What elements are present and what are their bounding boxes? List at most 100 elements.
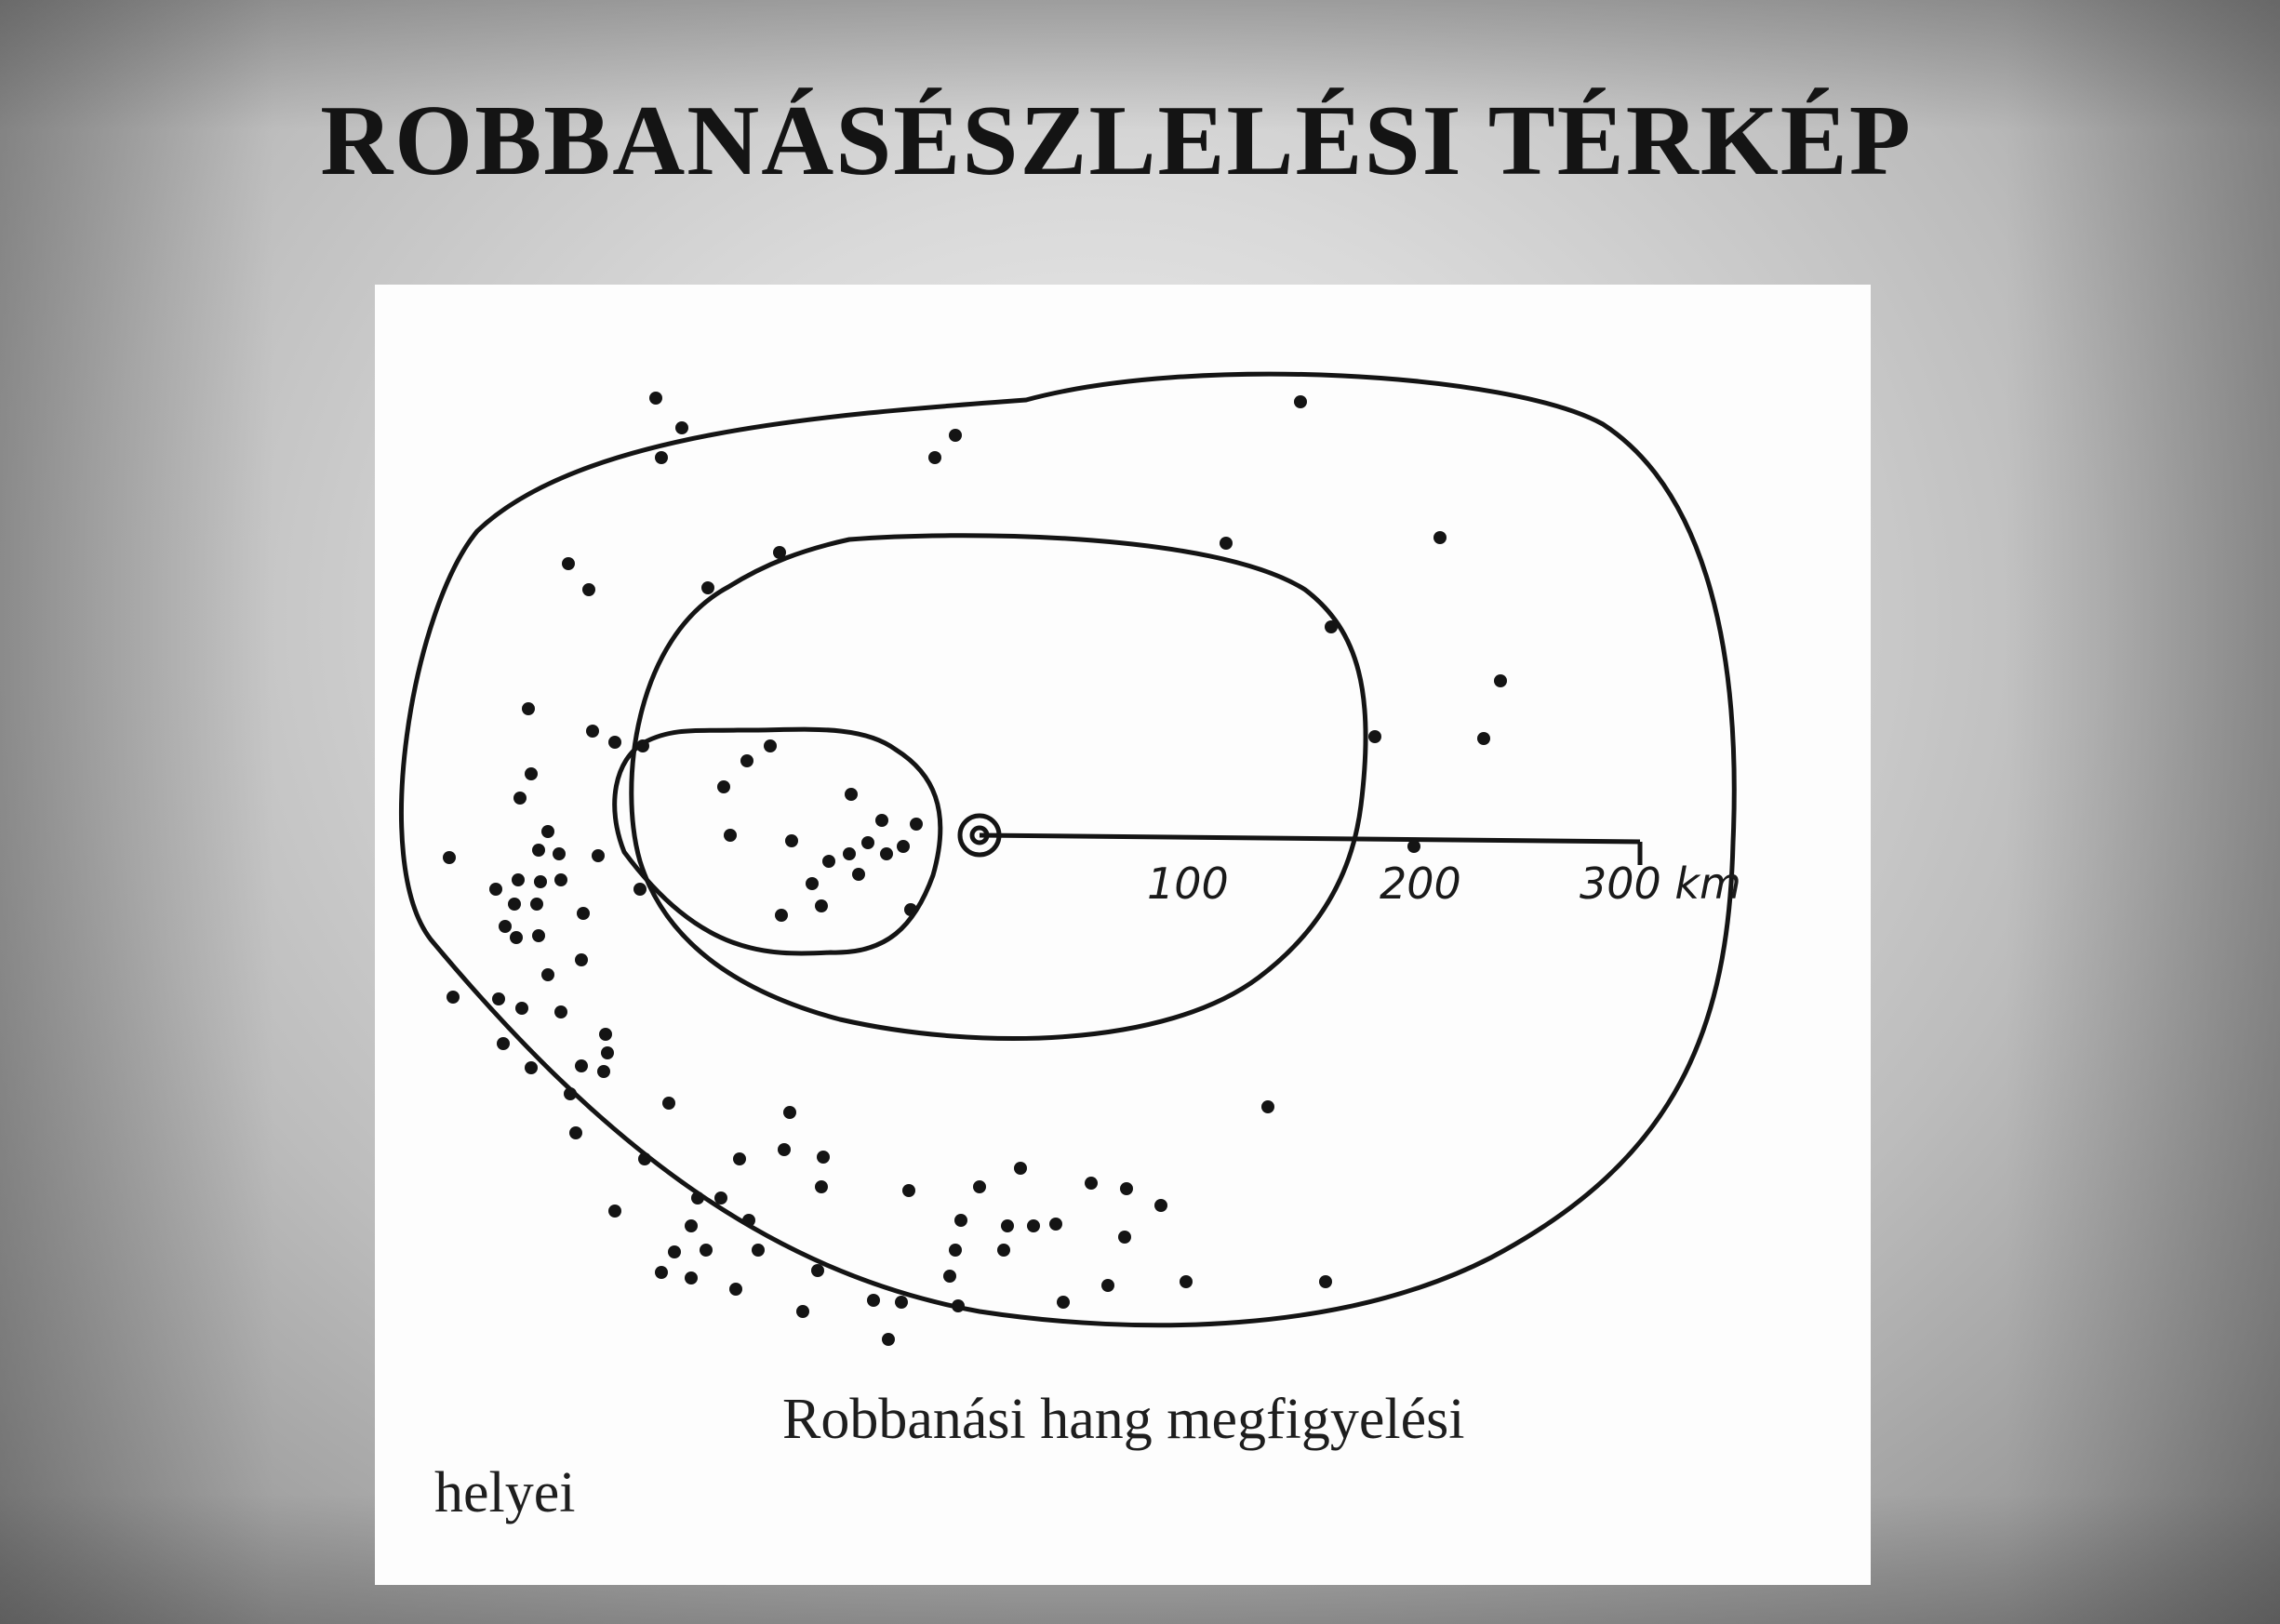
observation-point <box>1477 732 1490 745</box>
observation-point <box>1261 1100 1274 1113</box>
observation-point <box>943 1270 956 1283</box>
observation-point <box>1494 674 1507 687</box>
observation-point <box>1120 1182 1133 1195</box>
observation-point <box>599 1028 612 1041</box>
observation-point <box>662 1097 675 1110</box>
observation-point <box>541 825 554 838</box>
observation-point <box>1220 537 1233 550</box>
observation-point <box>508 898 521 911</box>
observation-point <box>608 1205 621 1218</box>
observation-point <box>910 818 923 831</box>
observation-point <box>675 421 688 434</box>
observation-point <box>733 1152 746 1165</box>
observation-point <box>1407 840 1420 853</box>
observation-point <box>522 702 535 715</box>
observation-point <box>895 1296 908 1309</box>
observation-point <box>742 1214 755 1227</box>
observation-point <box>845 788 858 801</box>
observation-point <box>949 429 962 442</box>
observation-point <box>575 1059 588 1072</box>
observation-point <box>811 1264 824 1277</box>
observation-point <box>1325 620 1338 633</box>
observation-point <box>724 829 737 842</box>
scale-bar <box>979 832 1641 845</box>
observation-point <box>764 739 777 752</box>
middle-zone-boundary <box>629 533 1368 1041</box>
observation-point <box>785 834 798 847</box>
observation-point <box>997 1244 1010 1257</box>
observation-point <box>541 968 554 981</box>
observation-point <box>714 1191 727 1205</box>
observation-point <box>685 1219 698 1232</box>
observation-point <box>949 1244 962 1257</box>
observation-point <box>532 929 545 942</box>
observation-point <box>1101 1279 1114 1292</box>
observation-point <box>489 883 502 896</box>
observation-point <box>1154 1199 1167 1212</box>
observation-point <box>1118 1231 1131 1244</box>
observation-point <box>954 1214 967 1227</box>
observation-point <box>701 581 714 594</box>
observation-point <box>512 873 525 886</box>
observation-point <box>740 754 753 767</box>
observation-point <box>636 739 649 752</box>
observation-point <box>525 767 538 780</box>
observation-point <box>852 868 865 881</box>
observation-point <box>897 840 910 853</box>
observation-points-outer <box>443 392 1507 1346</box>
observation-point <box>861 836 874 849</box>
observation-point <box>582 583 595 596</box>
observation-point <box>806 877 819 890</box>
observation-point <box>1368 730 1381 743</box>
observation-point <box>597 1065 610 1078</box>
observation-point <box>1049 1218 1062 1231</box>
observation-point <box>553 847 566 860</box>
observation-point <box>497 1037 510 1050</box>
explosion-site-marker-outer <box>957 813 1002 858</box>
observation-point <box>902 1184 915 1197</box>
observation-point <box>554 1005 567 1018</box>
observation-map: 100 200 300 km <box>399 371 1741 1346</box>
observation-point <box>534 875 547 888</box>
scale-label-200: 200 <box>1380 859 1461 909</box>
observation-point <box>447 991 460 1004</box>
observation-point <box>601 1046 614 1059</box>
observation-point <box>638 1152 651 1165</box>
observation-point <box>775 909 788 922</box>
observation-point <box>700 1244 713 1257</box>
observation-point <box>655 1266 668 1279</box>
outer-zone-boundary <box>399 371 1737 1328</box>
observation-point <box>592 849 605 862</box>
observation-point <box>1180 1275 1193 1288</box>
observation-point <box>822 855 835 868</box>
observation-point <box>564 1087 577 1100</box>
observation-point <box>685 1271 698 1285</box>
observation-point <box>867 1294 880 1307</box>
observation-point <box>752 1244 765 1257</box>
observation-point <box>1014 1162 1027 1175</box>
observation-point <box>515 1002 528 1015</box>
observation-point <box>532 844 545 857</box>
observation-point <box>815 899 828 912</box>
observation-point <box>569 1126 582 1139</box>
observation-point <box>717 780 730 793</box>
observation-point <box>773 546 786 559</box>
observation-point <box>499 920 512 933</box>
observation-point <box>1433 531 1447 544</box>
observation-point <box>575 953 588 966</box>
observation-point <box>815 1180 828 1193</box>
observation-point <box>1027 1219 1040 1232</box>
caption-line-2: helyei <box>434 1461 576 1524</box>
caption-line-1: Robbanási hang megfigyelési <box>782 1388 1465 1451</box>
observation-point <box>1057 1296 1070 1309</box>
inner-zone-boundary <box>612 726 943 956</box>
explosion-site-marker-inner <box>969 825 990 845</box>
observation-point <box>928 451 941 464</box>
observation-point <box>817 1151 830 1164</box>
observation-point <box>843 847 856 860</box>
observation-point <box>668 1245 681 1258</box>
observation-point <box>608 736 621 749</box>
observation-point <box>1294 395 1307 408</box>
observation-point <box>492 992 505 1005</box>
observation-point <box>691 1191 704 1205</box>
